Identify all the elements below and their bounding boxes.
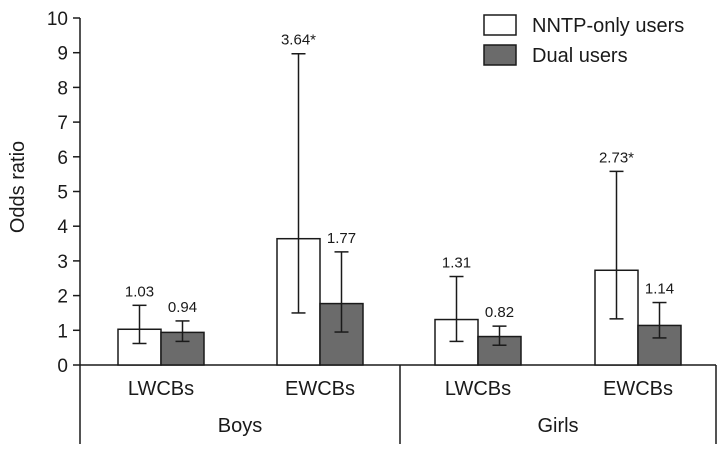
y-tick-label: 1: [57, 321, 68, 342]
y-tick-label: 5: [57, 183, 68, 204]
data-label: 3.64*: [281, 32, 316, 49]
data-label: 2.73*: [599, 149, 634, 166]
group-label: Girls: [537, 415, 578, 437]
data-label: 1.03: [125, 283, 154, 300]
data-label: 0.94: [168, 299, 197, 316]
y-axis: 0 1 2 3 4 5 6 7 8 9 10: [47, 9, 81, 377]
category-label: EWCBs: [285, 378, 355, 400]
data-labels: 1.03 3.64* 1.31 2.73* 0.94 1.77 0.82 1.14: [125, 32, 674, 321]
data-label: 1.31: [442, 255, 471, 272]
category-label: LWCBs: [128, 378, 194, 400]
data-label: 0.82: [485, 304, 514, 321]
y-tick-label: 8: [57, 78, 68, 99]
bar: [434, 318, 479, 366]
y-axis-title: Odds ratio: [7, 141, 29, 233]
legend: NNTP-only users Dual users: [483, 14, 684, 67]
legend-label: NNTP-only users: [532, 15, 684, 37]
y-tick-label: 9: [57, 44, 68, 65]
bar: [117, 328, 162, 366]
legend-label: Dual users: [532, 45, 628, 67]
y-tick-label: 7: [57, 113, 68, 134]
category-label: LWCBs: [445, 378, 511, 400]
y-tick-label: 0: [57, 356, 68, 377]
data-label: 1.77: [327, 230, 356, 247]
legend-swatch: [483, 14, 517, 36]
y-tick-label: 2: [57, 287, 68, 308]
category-label: EWCBs: [603, 378, 673, 400]
data-label: 1.14: [645, 281, 674, 298]
x-axis: LWCBs EWCBs Boys LWCBs EWCBs Girls: [79, 364, 717, 444]
y-tick-label: 10: [47, 9, 68, 30]
legend-swatch: [483, 44, 517, 66]
y-tick-label: 6: [57, 148, 68, 169]
y-tick-label: 3: [57, 252, 68, 273]
y-tick-label: 4: [57, 217, 68, 238]
bars: [117, 52, 682, 366]
group-label: Boys: [218, 415, 262, 437]
